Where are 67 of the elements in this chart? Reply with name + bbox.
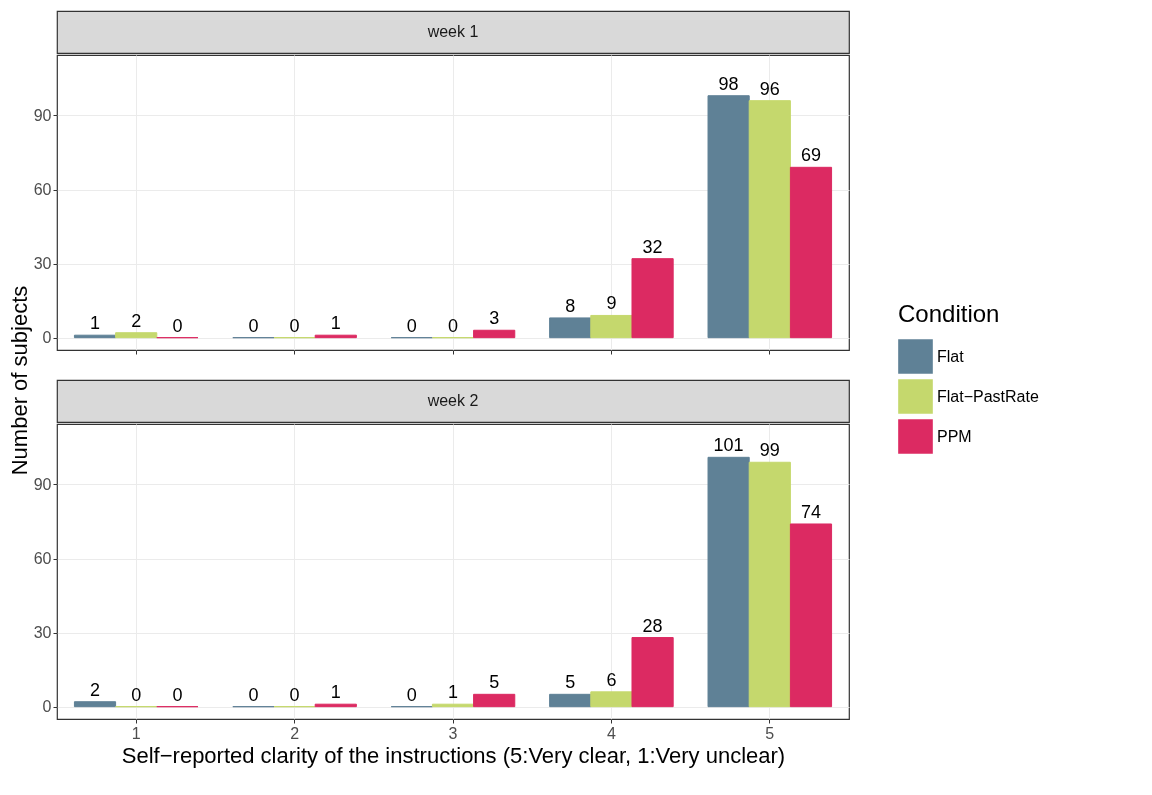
- data-label: 28: [642, 615, 663, 636]
- data-label: 0: [406, 315, 417, 336]
- data-label: 0: [447, 315, 459, 336]
- y-axis-title: Number of subjects: [7, 285, 32, 476]
- data-label: 101: [713, 435, 744, 456]
- data-label: 1: [330, 682, 341, 703]
- y-tick-label: 90: [33, 475, 52, 493]
- y-tick-label: 60: [33, 181, 52, 199]
- data-label: 1: [330, 313, 341, 334]
- data-label: 0: [406, 684, 417, 705]
- bar: [73, 701, 117, 708]
- bar: [707, 95, 750, 339]
- bar: [789, 166, 833, 339]
- bar: [549, 693, 592, 708]
- y-tick-label: 0: [42, 698, 52, 716]
- data-label: 9: [606, 293, 617, 314]
- data-label: 98: [718, 73, 739, 94]
- y-tick-label: 0: [42, 329, 52, 347]
- chart-title: week 1: [426, 23, 479, 40]
- data-label: 0: [172, 684, 183, 705]
- data-label: 2: [90, 679, 101, 700]
- x-tick-label: 1: [131, 724, 141, 742]
- x-tick-label: 4: [606, 724, 616, 742]
- legend-label: Flat: [937, 347, 965, 365]
- data-label: 0: [289, 684, 300, 705]
- y-tick-label: 60: [33, 550, 52, 568]
- y-tick-label: 30: [33, 255, 52, 273]
- data-label: 99: [759, 440, 780, 461]
- data-label: 5: [565, 672, 576, 693]
- x-tick-label: 2: [290, 724, 300, 742]
- data-label: 2: [131, 310, 142, 331]
- data-label: 0: [131, 684, 142, 705]
- data-label: 0: [289, 315, 300, 336]
- data-label: 69: [800, 145, 821, 166]
- data-label: 1: [90, 313, 101, 334]
- x-axis-title: Self−reported clarity of the instructions (5:Very clear, 1:Very unclear): [121, 742, 786, 768]
- legend-title: Condition: [898, 300, 1000, 327]
- bar: [631, 637, 674, 708]
- data-label: 1: [447, 682, 459, 703]
- bar: [631, 258, 674, 339]
- bar: [590, 314, 633, 339]
- legend-label: PPM: [937, 427, 972, 445]
- bar: [473, 693, 516, 708]
- data-label: 5: [489, 672, 500, 693]
- data-label: 0: [248, 684, 259, 705]
- data-label: 32: [642, 236, 663, 257]
- data-label: 0: [248, 315, 259, 336]
- bar: [549, 317, 592, 339]
- data-label: 0: [172, 315, 183, 336]
- data-label: 74: [800, 501, 821, 522]
- bar: [707, 456, 750, 708]
- data-label: 6: [606, 669, 617, 690]
- y-tick-label: 90: [33, 106, 52, 124]
- data-label: 96: [759, 78, 780, 99]
- x-tick-label: 5: [765, 724, 775, 742]
- y-tick-label: 30: [33, 624, 52, 642]
- legend-label: Flat−PastRate: [937, 387, 1039, 405]
- bar: [748, 461, 791, 708]
- data-label: 3: [489, 308, 500, 329]
- bar: [789, 523, 833, 708]
- x-tick-label: 3: [448, 724, 458, 742]
- bar: [115, 332, 158, 339]
- bar: [590, 691, 633, 708]
- chart-title: week 2: [426, 392, 479, 409]
- data-label: 8: [565, 295, 576, 316]
- bar: [748, 100, 791, 339]
- bar: [473, 329, 516, 339]
